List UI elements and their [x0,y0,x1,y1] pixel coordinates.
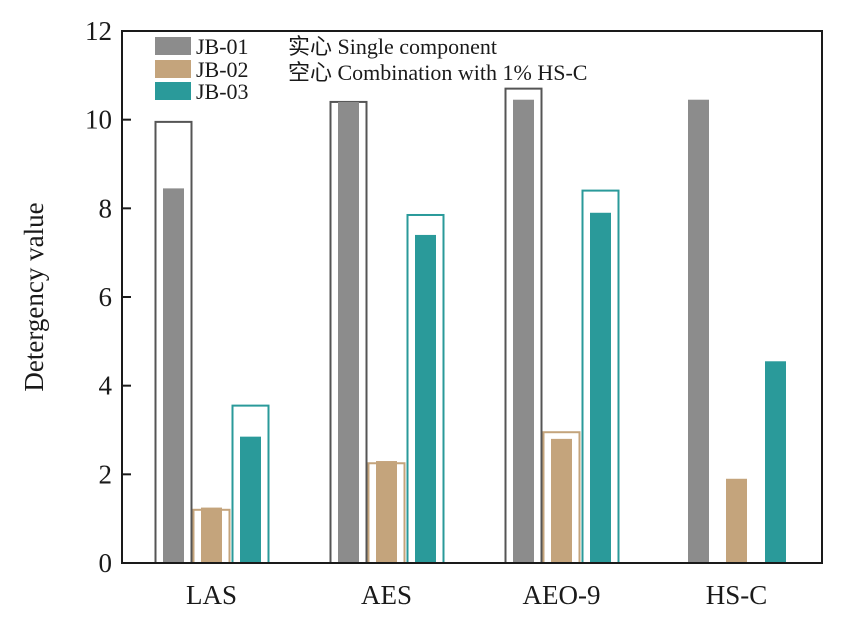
y-tick-label: 0 [99,548,113,578]
x-tick-label: AEO-9 [523,580,601,610]
bar-solid-jb-03 [590,212,611,563]
bar-solid-jb-03 [240,436,261,563]
x-tick-label: HS-C [706,580,768,610]
x-tick-label: LAS [186,580,237,610]
y-tick-label: 2 [99,459,113,489]
bar-solid-jb-02 [726,478,747,563]
legend-swatch-jb-02 [155,60,191,78]
bar-solid-jb-02 [201,507,222,563]
x-tick-label: AES [361,580,412,610]
legend-swatch-jb-03 [155,82,191,100]
y-tick-label: 12 [85,16,112,46]
y-tick-label: 4 [99,371,113,401]
legend-label-jb-02: JB-02 [196,57,249,82]
y-axis: 0 2 4 6 8 10 12 [85,16,131,578]
plot-frame [121,30,823,564]
bar-solid-jb-02 [551,438,572,563]
annotation-combination: 空心 Combination with 1% HS-C [288,60,587,85]
bar-solid-jb-03 [765,361,786,563]
y-tick-label: 10 [85,105,112,135]
bar-solid-jb-02 [376,461,397,563]
y-axis-label: Detergency value [19,202,49,391]
bar-solid-jb-01 [163,188,184,563]
bars-layer [154,87,786,565]
bar-solid-jb-01 [338,101,359,563]
y-tick-label: 6 [99,282,113,312]
annotation-single-component: 实心 Single component [288,34,497,59]
legend: JB-01 JB-02 JB-03 实心 Single component 空心… [155,34,587,104]
x-axis: LAS AES AEO-9 HS-C [186,580,767,610]
legend-label-jb-03: JB-03 [196,79,249,104]
legend-label-jb-01: JB-01 [196,34,249,59]
legend-swatch-jb-01 [155,37,191,55]
bar-solid-jb-03 [415,234,436,563]
bar-solid-jb-01 [688,99,709,563]
bar-solid-jb-01 [513,99,534,563]
y-tick-label: 8 [99,193,113,223]
